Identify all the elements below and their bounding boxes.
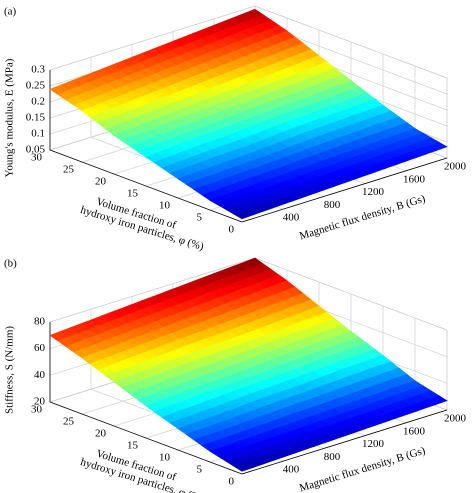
y-tick-label: 0 xyxy=(229,476,235,488)
x-tick-label: 1200 xyxy=(362,438,385,450)
x-tick-label: 2000 xyxy=(444,161,467,173)
x-axis xyxy=(241,409,448,475)
z-tick-label: 0.1 xyxy=(31,128,45,140)
x-axis xyxy=(241,157,448,223)
z-tick-label: 0.2 xyxy=(31,96,45,108)
z-axis-label: Young's modulus, E (MPa) xyxy=(4,58,16,177)
x-tick-label: 400 xyxy=(283,212,300,224)
x-tick-label: 400 xyxy=(283,464,300,476)
y-tick-label: 5 xyxy=(197,212,203,224)
z-tick-label: 40 xyxy=(34,369,46,381)
y-tick-label: 10 xyxy=(159,452,171,464)
y-axis xyxy=(49,401,243,475)
panel-label: (a) xyxy=(4,6,17,18)
x-tick-label: 1200 xyxy=(362,186,385,198)
x-tick-label: 1600 xyxy=(403,173,426,185)
x-axis-label: Magnetic flux density, B (Gs) xyxy=(298,445,427,493)
y-tick-label: 5 xyxy=(197,464,203,476)
panel-label: (b) xyxy=(4,258,17,270)
x-tick-label: 800 xyxy=(324,199,341,211)
x-tick-label: 2000 xyxy=(444,413,467,425)
z-tick-label: 60 xyxy=(34,342,46,354)
y-tick-label: 15 xyxy=(127,188,139,200)
x-tick-label: 1600 xyxy=(403,425,426,437)
surface xyxy=(49,257,448,472)
surface xyxy=(49,8,448,220)
z-axis-label: Stiffness, S (N/mm) xyxy=(4,326,16,414)
surface-cell xyxy=(233,210,254,220)
y-tick-label: 30 xyxy=(31,404,43,416)
y-tick-label: 25 xyxy=(63,164,75,176)
y-tick-label: 0 xyxy=(229,224,235,236)
y-tick-label: 20 xyxy=(95,428,107,440)
y-tick-label: 30 xyxy=(31,152,43,164)
y-tick-label: 15 xyxy=(127,440,139,452)
z-tick-label: 0.05 xyxy=(26,144,46,156)
surface-cell xyxy=(233,462,253,472)
z-tick-label: 0.25 xyxy=(26,80,46,92)
x-tick-label: 800 xyxy=(324,451,341,463)
z-tick-label: 20 xyxy=(34,396,46,408)
y-tick-label: 20 xyxy=(95,176,107,188)
y-axis xyxy=(49,149,243,223)
z-tick-label: 0.15 xyxy=(26,112,46,124)
z-tick-label: 80 xyxy=(34,316,46,328)
x-axis-label: Magnetic flux density, B (Gs) xyxy=(298,193,427,243)
y-tick-label: 25 xyxy=(63,416,75,428)
z-tick-label: 0.3 xyxy=(31,64,45,76)
y-tick-label: 10 xyxy=(159,200,171,212)
